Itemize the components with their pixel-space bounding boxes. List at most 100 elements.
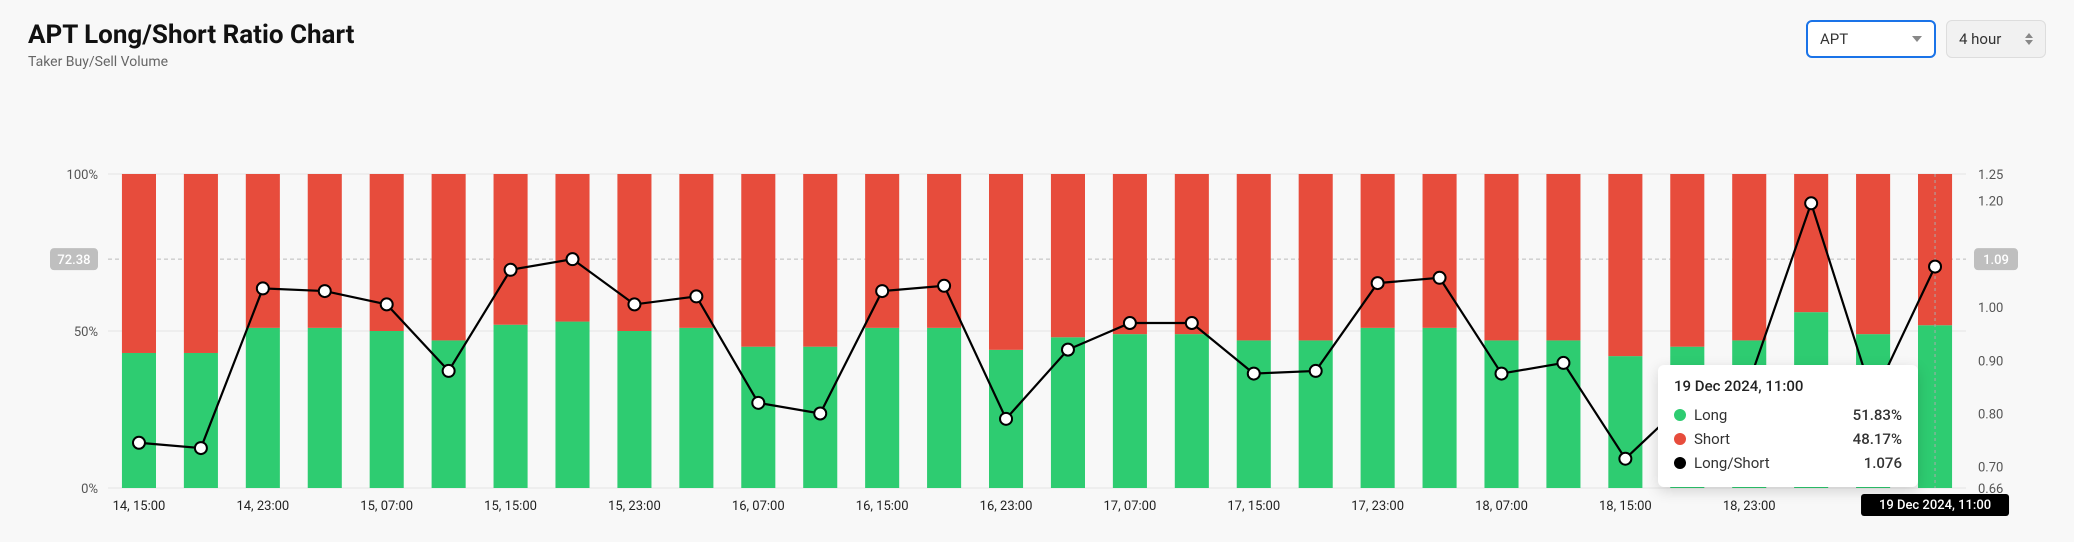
- svg-text:0.80: 0.80: [1978, 407, 2003, 422]
- stepper-icon: [2025, 33, 2033, 45]
- bar-long: [122, 353, 156, 488]
- x-tick-label: 17, 15:00: [1227, 499, 1280, 514]
- bar-long: [308, 328, 342, 488]
- bar-short: [803, 174, 837, 347]
- bar-short: [1484, 174, 1518, 340]
- page-title: APT Long/Short Ratio Chart: [28, 20, 354, 50]
- bar-short: [308, 174, 342, 328]
- chart-header: APT Long/Short Ratio Chart Taker Buy/Sel…: [28, 20, 2046, 70]
- bar-long: [184, 353, 218, 488]
- x-tick-label: 17, 07:00: [1104, 499, 1157, 514]
- ratio-marker: [443, 365, 455, 377]
- tooltip-value: 48.17%: [1853, 430, 1902, 448]
- x-tick-label: 15, 15:00: [484, 499, 537, 514]
- ratio-marker: [1310, 365, 1322, 377]
- ratio-marker: [1062, 344, 1074, 356]
- bar-short: [1237, 174, 1271, 340]
- bar-long: [1299, 340, 1333, 488]
- chevron-down-icon: [1912, 36, 1922, 42]
- page-subtitle: Taker Buy/Sell Volume: [28, 54, 354, 70]
- x-tick-label: 15, 07:00: [360, 499, 413, 514]
- bar-short: [1423, 174, 1457, 328]
- tooltip-row: Long51.83%: [1674, 403, 1902, 427]
- tooltip-label: Long/Short: [1694, 454, 1770, 472]
- ratio-marker: [1805, 197, 1817, 209]
- bar-long: [865, 328, 899, 488]
- svg-text:0%: 0%: [81, 482, 98, 497]
- svg-text:0.90: 0.90: [1978, 354, 2003, 369]
- ratio-marker: [1434, 272, 1446, 284]
- ratio-marker: [876, 285, 888, 297]
- bar-short: [927, 174, 961, 328]
- bar-short: [246, 174, 280, 328]
- bar-long: [1051, 337, 1085, 488]
- tooltip-value: 1.076: [1864, 454, 1902, 472]
- x-tick-label: 15, 23:00: [608, 499, 661, 514]
- ratio-marker: [319, 285, 331, 297]
- interval-select-value: 4 hour: [1959, 30, 2001, 48]
- ratio-marker: [1619, 453, 1631, 465]
- x-tick-label: 18, 23:00: [1723, 499, 1776, 514]
- bar-short: [1299, 174, 1333, 340]
- ratio-marker: [1186, 317, 1198, 329]
- ratio-marker: [1248, 368, 1260, 380]
- ratio-marker: [567, 253, 579, 265]
- ratio-marker: [257, 282, 269, 294]
- bar-short: [989, 174, 1023, 350]
- svg-text:1.00: 1.00: [1978, 301, 2003, 316]
- bar-short: [1732, 174, 1766, 340]
- y-right-badge-text: 1.09: [1983, 253, 2009, 268]
- svg-text:50%: 50%: [74, 325, 98, 340]
- chart-area[interactable]: 0%50%100%0.660.700.800.901.001.091.201.2…: [28, 130, 2046, 538]
- tooltip-swatch: [1674, 409, 1686, 421]
- x-tick-label: 17, 23:00: [1351, 499, 1404, 514]
- bar-long: [370, 331, 404, 488]
- ratio-marker: [938, 280, 950, 292]
- bar-short: [865, 174, 899, 328]
- tooltip-row: Long/Short 1.076: [1674, 451, 1902, 475]
- bar-short: [1113, 174, 1147, 334]
- bar-long: [1175, 334, 1209, 488]
- ratio-marker: [381, 298, 393, 310]
- bar-short: [679, 174, 713, 328]
- tooltip-value: 51.83%: [1853, 406, 1902, 424]
- tooltip-title: 19 Dec 2024, 11:00: [1674, 377, 1902, 395]
- bar-short: [1670, 174, 1704, 347]
- ratio-marker: [195, 442, 207, 454]
- x-tick-label: 18, 07:00: [1475, 499, 1528, 514]
- ratio-marker: [628, 298, 640, 310]
- interval-select[interactable]: 4 hour: [1946, 20, 2046, 58]
- y-left-badge-text: 72.38: [57, 253, 90, 268]
- bar-short: [1546, 174, 1580, 340]
- ratio-marker: [814, 407, 826, 419]
- bar-long: [1361, 328, 1395, 488]
- bar-long: [494, 325, 528, 488]
- x-tick-label: 16, 07:00: [732, 499, 785, 514]
- bar-long: [1484, 340, 1518, 488]
- bar-short: [1175, 174, 1209, 334]
- bar-long: [555, 322, 589, 488]
- ratio-marker: [505, 264, 517, 276]
- bar-short: [1608, 174, 1642, 356]
- x-tick-label: 14, 23:00: [236, 499, 289, 514]
- svg-text:100%: 100%: [67, 168, 98, 183]
- bar-short: [122, 174, 156, 353]
- bar-long: [1113, 334, 1147, 488]
- bar-long: [741, 347, 775, 488]
- tooltip-row: Short48.17%: [1674, 427, 1902, 451]
- svg-text:1.25: 1.25: [1978, 168, 2003, 183]
- ratio-marker: [1496, 368, 1508, 380]
- bar-long: [1608, 356, 1642, 488]
- bar-long: [432, 340, 466, 488]
- x-tick-label: 16, 15:00: [856, 499, 909, 514]
- bar-long: [679, 328, 713, 488]
- tooltip-swatch: [1674, 457, 1686, 469]
- bar-short: [1856, 174, 1890, 334]
- bar-long: [246, 328, 280, 488]
- symbol-select[interactable]: APT: [1806, 20, 1936, 58]
- bar-long: [617, 331, 651, 488]
- ratio-marker: [1557, 357, 1569, 369]
- title-block: APT Long/Short Ratio Chart Taker Buy/Sel…: [28, 20, 354, 70]
- bar-short: [555, 174, 589, 322]
- bar-long: [927, 328, 961, 488]
